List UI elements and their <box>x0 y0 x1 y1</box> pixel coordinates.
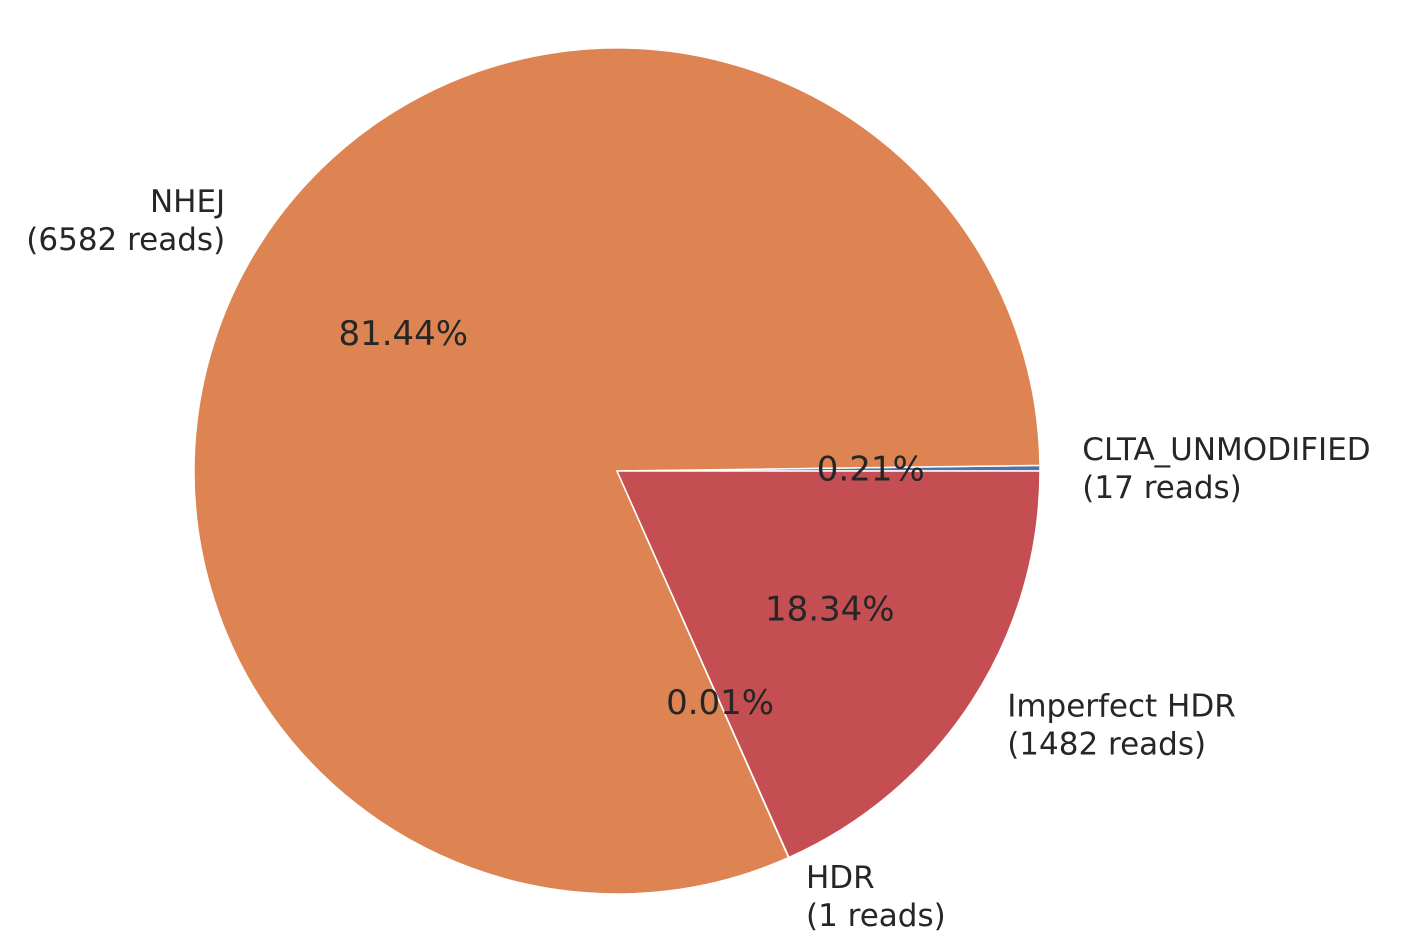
percent-label-nhej: 81.44% <box>338 314 468 354</box>
category-label-reads: (1482 reads) <box>1007 727 1206 763</box>
percent-label-hdr: 0.01% <box>666 683 774 723</box>
category-label-name: Imperfect HDR <box>1007 689 1236 725</box>
pie-slice-imperfect-hdr <box>616 470 1041 859</box>
category-label-name: HDR <box>806 860 875 896</box>
category-label-clta-unmodified: CLTA_UNMODIFIED (17 reads) <box>1082 432 1370 506</box>
category-label-imperfect-hdr: Imperfect HDR (1482 reads) <box>1007 689 1236 763</box>
category-label-nhej: NHEJ (6582 reads) <box>26 184 225 258</box>
category-label-reads: (17 reads) <box>1082 470 1241 506</box>
category-label-hdr: HDR (1 reads) <box>806 860 946 934</box>
category-label-name: NHEJ <box>150 184 225 220</box>
pie-slices <box>193 47 1041 895</box>
category-label-name: CLTA_UNMODIFIED <box>1082 432 1370 468</box>
percent-label-imperfect-hdr: 18.34% <box>765 589 895 629</box>
percent-labels: 0.21% 81.44% 0.01% 18.34% <box>338 314 924 723</box>
category-labels: CLTA_UNMODIFIED (17 reads) NHEJ (6582 reads… <box>26 184 1370 934</box>
category-label-reads: (6582 reads) <box>26 222 225 258</box>
percent-label-clta-unmodified: 0.21% <box>817 449 925 489</box>
category-label-reads: (1 reads) <box>806 898 946 934</box>
